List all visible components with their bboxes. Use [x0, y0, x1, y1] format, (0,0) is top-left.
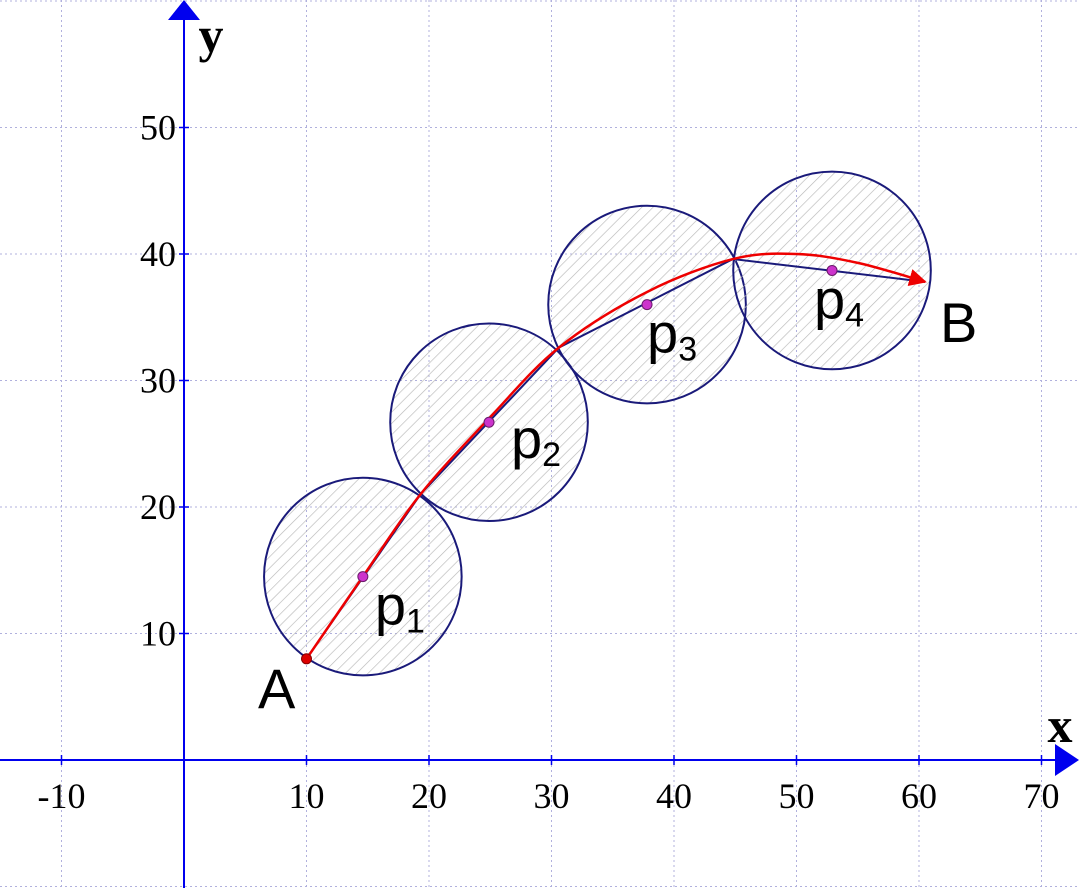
x-tick-label: 30: [534, 776, 570, 816]
y-tick-label: 10: [140, 614, 176, 654]
x-tick-label: 40: [656, 776, 692, 816]
label-p3: p3: [647, 302, 697, 369]
x-tick-label: 10: [289, 776, 325, 816]
label-point-a: A: [258, 657, 296, 720]
x-tick-label: 60: [901, 776, 937, 816]
x-axis-arrow: [1055, 744, 1079, 776]
y-axis-label: y: [199, 7, 224, 63]
tick-labels: -10 10 20 30 40 50 60 70 10 20 30 40 50 x y: [38, 7, 1073, 816]
center-dot-p3: [641, 299, 653, 311]
center-dot-p2: [483, 416, 495, 428]
neighborhood-circles: [263, 170, 932, 677]
start-dot-a: [301, 653, 312, 665]
y-tick-label: 20: [140, 487, 176, 527]
y-tick-label: 50: [140, 108, 176, 148]
x-tick-label: 20: [411, 776, 447, 816]
center-dot-p4: [826, 264, 838, 276]
x-tick-label: -10: [38, 776, 86, 816]
y-axis-arrow: [168, 0, 200, 20]
red-curve-path: [305, 252, 927, 660]
y-tick-label: 30: [140, 361, 176, 401]
y-tick-label: 40: [140, 234, 176, 274]
paths: [301, 252, 927, 665]
label-p4: p4: [814, 267, 864, 334]
center-dot-p1: [357, 571, 369, 583]
label-point-b: B: [940, 291, 977, 354]
x-tick-label: 50: [779, 776, 815, 816]
x-tick-label: 70: [1024, 776, 1060, 816]
x-axis-label: x: [1048, 697, 1073, 753]
